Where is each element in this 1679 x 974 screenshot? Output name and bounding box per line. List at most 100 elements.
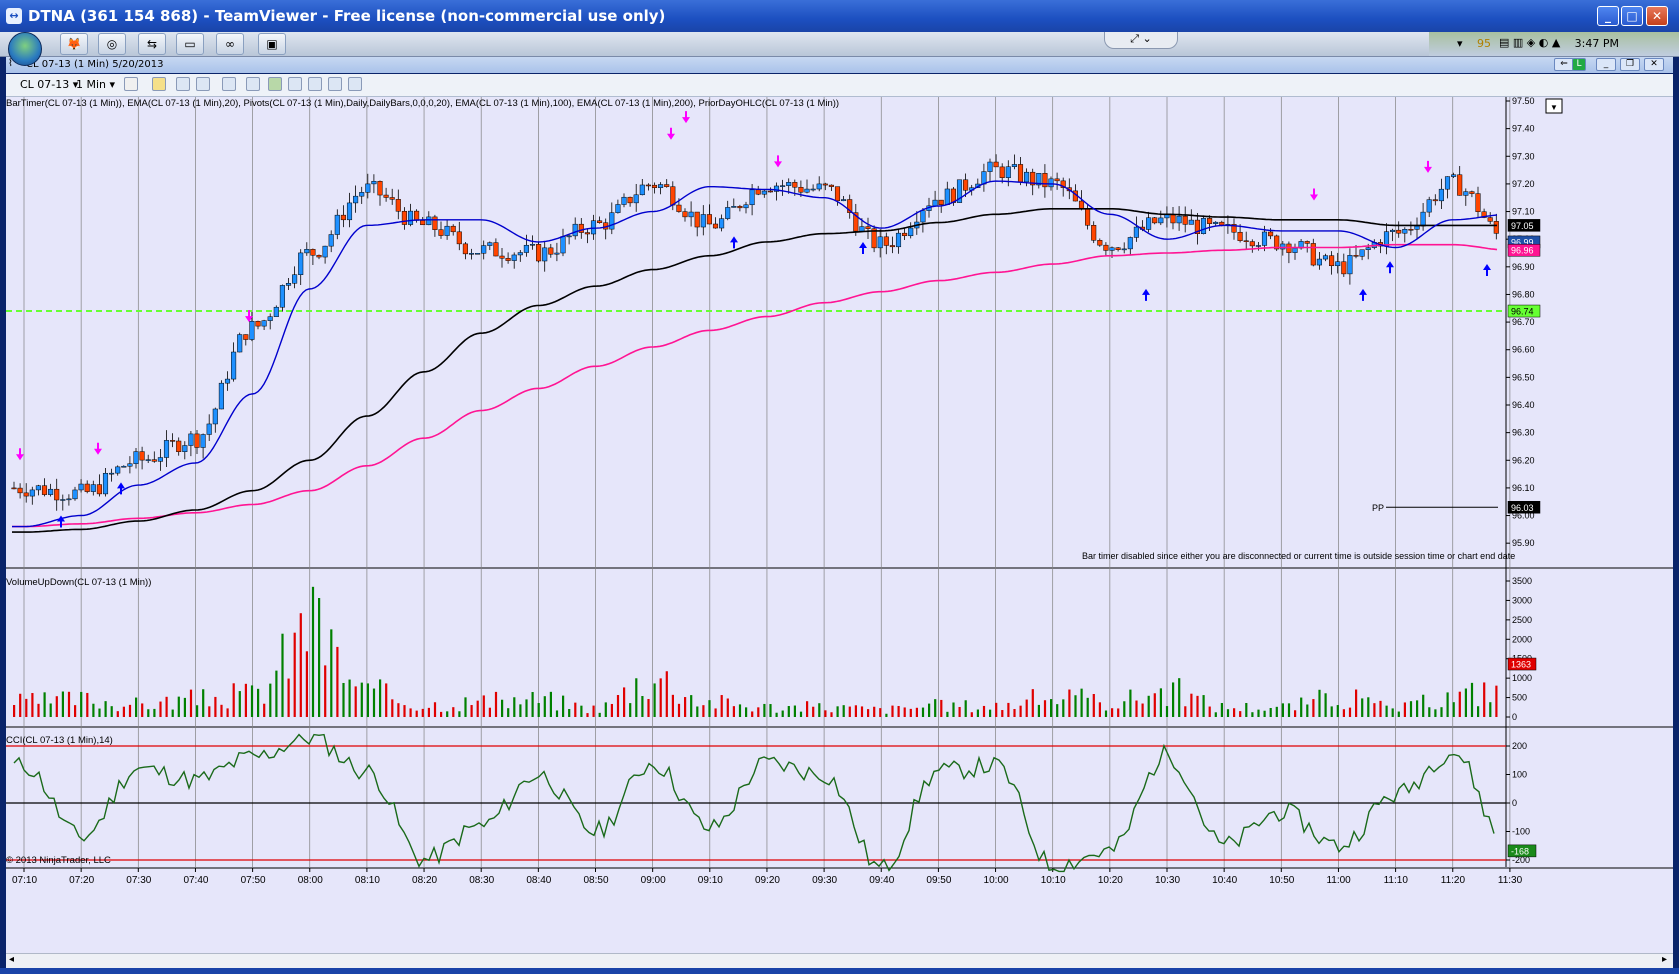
chart-close-button[interactable]: ✕ bbox=[1644, 58, 1664, 71]
teamviewer-taskbar-icon[interactable]: ⇆ bbox=[138, 33, 166, 55]
volume-bar bbox=[1135, 700, 1138, 717]
x-tick-label: 10:20 bbox=[1098, 875, 1123, 886]
volume-bar bbox=[1025, 699, 1028, 717]
chart-style-icon[interactable] bbox=[124, 77, 138, 91]
tray-icons[interactable]: ▤ ▥ ◈ ◐ ▲ bbox=[1499, 36, 1561, 49]
minimize-button[interactable]: _ bbox=[1597, 6, 1619, 26]
tray-arrow-icon[interactable]: ▾ bbox=[1457, 37, 1463, 50]
instrument-selector[interactable]: CL 07-13 ▾ bbox=[20, 78, 79, 91]
volume-bar bbox=[738, 704, 742, 717]
candle bbox=[395, 199, 401, 212]
close-button[interactable]: ✕ bbox=[1646, 6, 1668, 26]
volume-bar bbox=[49, 703, 52, 717]
app-icon[interactable]: ▣ bbox=[258, 33, 286, 55]
snapshot-icon[interactable] bbox=[328, 77, 342, 91]
candle bbox=[1475, 193, 1481, 212]
volume-bar bbox=[458, 711, 461, 717]
teamviewer-panel-handle[interactable]: ⤢ ⌄ bbox=[1104, 32, 1178, 49]
folder-icon[interactable]: ▭ bbox=[176, 33, 204, 55]
chart-canvas[interactable]: 07:10 07:20 07:30 07:40 07:50 08:00 08:10 08:20… bbox=[6, 97, 1673, 953]
ninjatrader-icon[interactable]: ∞ bbox=[216, 33, 244, 55]
x-tick-label: 08:10 bbox=[355, 875, 380, 886]
properties-icon[interactable] bbox=[246, 77, 260, 91]
link-button[interactable]: ⇐ bbox=[1554, 58, 1574, 71]
candle bbox=[1109, 247, 1115, 251]
volume-bar bbox=[580, 705, 583, 717]
firefox-icon[interactable]: 🦊 bbox=[60, 33, 88, 55]
candle bbox=[1383, 231, 1390, 247]
start-button[interactable] bbox=[8, 32, 42, 66]
candle bbox=[731, 206, 737, 208]
volume-bar bbox=[208, 706, 211, 717]
zoom-icon[interactable] bbox=[222, 77, 236, 91]
bartimer-message: Bar timer disabled since either you are … bbox=[1082, 551, 1516, 561]
volume-bar bbox=[159, 701, 162, 717]
volume-bar bbox=[1226, 709, 1230, 717]
candle bbox=[828, 184, 834, 187]
volume-bar bbox=[885, 713, 888, 717]
window-title: DTNA (361 154 868) - TeamViewer - Free l… bbox=[28, 7, 666, 25]
global-draw-icon[interactable] bbox=[196, 77, 210, 91]
volume-bar bbox=[433, 702, 437, 717]
buy-arrow-icon bbox=[117, 482, 125, 495]
drawing-tool-icon[interactable] bbox=[152, 77, 166, 91]
crosshair-icon[interactable] bbox=[176, 77, 190, 91]
volume-bar bbox=[995, 702, 998, 717]
volume-bar bbox=[1318, 689, 1321, 717]
volume-bar bbox=[568, 708, 571, 717]
candle bbox=[700, 214, 706, 228]
candle bbox=[194, 433, 200, 448]
volume-bar bbox=[55, 696, 58, 717]
chart-minimize-button[interactable]: _ bbox=[1596, 58, 1616, 71]
volume-bar bbox=[1452, 702, 1455, 717]
volume-bar bbox=[1446, 692, 1449, 717]
scroll-right-icon[interactable]: ▸ bbox=[1661, 954, 1667, 965]
l-button[interactable]: L bbox=[1572, 58, 1586, 71]
remote-taskbar: 🦊 ◎ ⇆ ▭ ∞ ▣ ⤢ ⌄ ▾ 95 ▤ ▥ ◈ ◐ ▲ 3:47 PM bbox=[0, 32, 1679, 66]
cci-tick-label: -100 bbox=[1512, 827, 1530, 837]
volume-bar bbox=[372, 688, 376, 717]
scroll-left-icon[interactable]: ◂ bbox=[9, 954, 15, 965]
sell-arrow-icon bbox=[667, 127, 675, 140]
candle bbox=[54, 488, 60, 501]
volume-bar bbox=[1056, 704, 1059, 717]
candle bbox=[682, 211, 688, 218]
volume-bar bbox=[1470, 682, 1474, 717]
chart-area[interactable]: 07:10 07:20 07:30 07:40 07:50 08:00 08:10 08:20… bbox=[6, 97, 1673, 953]
interval-selector[interactable]: 1 Min ▾ bbox=[76, 78, 116, 91]
volume-bar bbox=[562, 695, 565, 717]
volume-bar bbox=[366, 683, 369, 717]
horizontal-scrollbar[interactable]: ◂ ▸ bbox=[6, 953, 1673, 968]
candle bbox=[420, 220, 426, 226]
candle bbox=[920, 210, 926, 223]
explorer-icon[interactable]: ◎ bbox=[98, 33, 126, 55]
templates-icon[interactable] bbox=[348, 77, 362, 91]
candle bbox=[11, 487, 17, 490]
candle bbox=[792, 182, 798, 188]
indicators-icon[interactable] bbox=[268, 77, 282, 91]
strategies-icon[interactable] bbox=[288, 77, 302, 91]
volume-bar bbox=[1458, 691, 1461, 717]
maximize-button[interactable]: □ bbox=[1621, 6, 1643, 26]
volume-bar bbox=[1348, 707, 1352, 717]
volume-bar bbox=[202, 689, 205, 717]
volume-bar bbox=[1495, 685, 1498, 717]
data-box-icon[interactable] bbox=[308, 77, 322, 91]
volume-bar bbox=[690, 695, 693, 717]
volume-bar bbox=[1123, 701, 1126, 717]
candle bbox=[529, 244, 536, 246]
price-tick-label: 96.40 bbox=[1512, 400, 1535, 410]
buy-arrow-icon bbox=[57, 515, 65, 528]
candle bbox=[572, 223, 578, 237]
candle bbox=[773, 185, 780, 192]
candle bbox=[1359, 249, 1365, 257]
volume-bar bbox=[1275, 706, 1278, 717]
candle bbox=[1133, 226, 1139, 238]
candle bbox=[1322, 255, 1329, 260]
volume-bar bbox=[824, 710, 827, 717]
volume-bar bbox=[1300, 697, 1303, 717]
chart-restore-button[interactable]: ❐ bbox=[1620, 58, 1640, 71]
volume-bar bbox=[98, 708, 101, 717]
candle bbox=[102, 472, 109, 495]
candle bbox=[1493, 221, 1499, 234]
